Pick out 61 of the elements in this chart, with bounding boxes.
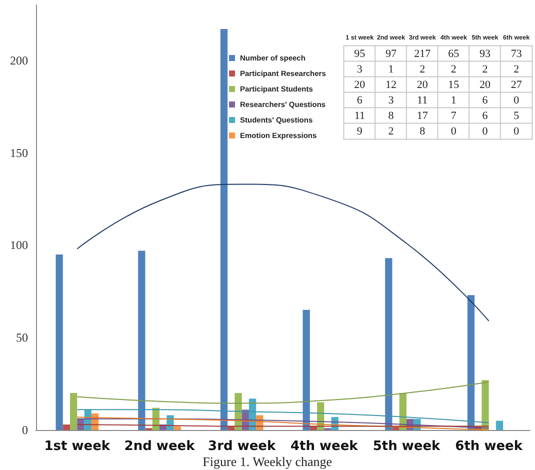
- data-label: 97: [386, 48, 397, 60]
- data-label: 0: [482, 125, 488, 138]
- y-tick-label: 150: [10, 146, 28, 160]
- bar: [62, 424, 70, 430]
- data-label: 11: [417, 94, 428, 106]
- data-label: 3: [388, 94, 394, 106]
- x-tick-label: 6th week: [455, 439, 523, 454]
- data-label: 2: [388, 125, 394, 138]
- data-label: 2: [482, 63, 488, 76]
- data-label: 73: [510, 48, 522, 60]
- data-label: 11: [354, 110, 365, 122]
- data-label: 6: [482, 110, 488, 122]
- caption: Figure 1. Weekly change: [202, 454, 332, 469]
- data-label: 17: [416, 110, 428, 122]
- data-label: 12: [386, 78, 396, 91]
- data-label: 9: [356, 125, 363, 138]
- y-tick-label: 0: [22, 423, 28, 437]
- data-label: 217: [414, 48, 432, 60]
- x-tick-label: 5th week: [372, 439, 441, 454]
- data-label: 5: [514, 110, 520, 122]
- data-label: 0: [514, 94, 520, 106]
- data-label: 20: [354, 78, 366, 91]
- bar: [482, 380, 489, 430]
- data-label: 1: [388, 63, 394, 76]
- y-tick-label: 50: [16, 330, 28, 345]
- data-label: 6: [482, 94, 488, 106]
- data-label: 2: [514, 63, 520, 76]
- data-label: 6: [356, 94, 363, 106]
- line-series: [76, 381, 490, 404]
- data-label: 3: [356, 63, 363, 76]
- bar: [138, 250, 146, 430]
- bar: [70, 393, 78, 430]
- data-label: 8: [420, 125, 426, 138]
- x-tick-label: 2nd week: [124, 439, 196, 454]
- bar: [174, 426, 181, 430]
- data-label: 2: [450, 63, 456, 76]
- data-label: 95: [354, 48, 366, 60]
- x-tick-label: 3rd week: [208, 439, 276, 454]
- data-label: 1: [450, 94, 456, 106]
- data-label: 7: [450, 110, 457, 122]
- data-label: 0: [450, 125, 457, 138]
- data-label: 93: [480, 48, 491, 60]
- bar: [385, 258, 392, 430]
- x-tick-label: 4th week: [290, 439, 358, 454]
- data-label: 20: [480, 78, 491, 91]
- x-tick-label: 1st week: [44, 439, 110, 454]
- data-label: 65: [448, 48, 460, 60]
- data-label: 0: [514, 125, 520, 138]
- bar: [496, 420, 504, 430]
- bar: [302, 310, 310, 430]
- line-series: [76, 409, 490, 424]
- y-tick-label: 100: [10, 238, 28, 252]
- data-label: 27: [510, 78, 522, 91]
- line-series: [76, 184, 490, 322]
- data-label: 2: [420, 63, 426, 76]
- bar: [56, 254, 63, 430]
- bar: [467, 295, 475, 430]
- data-label: 8: [388, 110, 394, 122]
- y-tick-label: 200: [10, 53, 28, 68]
- data-label: 15: [448, 78, 460, 91]
- data-label: 20: [416, 78, 428, 91]
